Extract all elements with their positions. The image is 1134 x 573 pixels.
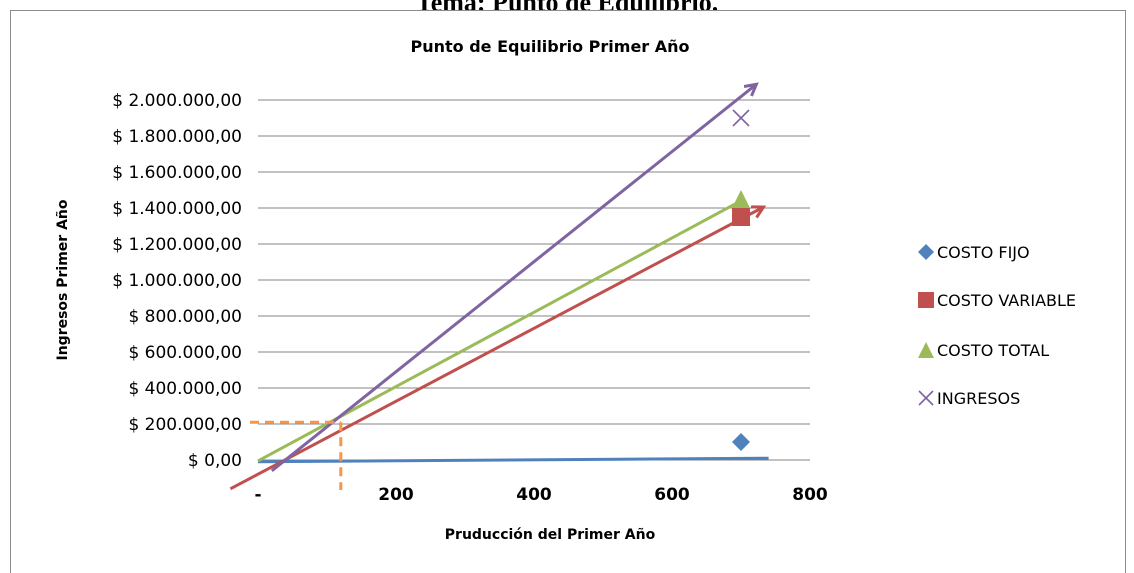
- y-tick-label: $ 600.000,00: [128, 343, 242, 363]
- y-tick-label: $ 800.000,00: [128, 307, 242, 327]
- x-marker-stroke: [732, 109, 750, 127]
- legend-marker: [918, 390, 934, 406]
- x-tick-label: 800: [792, 485, 828, 505]
- data-markers: [732, 109, 750, 451]
- legend-entry-label: COSTO VARIABLE: [937, 291, 1076, 310]
- y-axis-label: Ingresos Primer Año: [55, 199, 71, 360]
- x-tick-label: 600: [654, 485, 690, 505]
- x-axis-label: Pruducción del Primer Año: [445, 527, 656, 543]
- y-tick-label: $ 1.400.000,00: [112, 199, 242, 219]
- legend-marker: [918, 342, 934, 358]
- legend-marker: [918, 244, 934, 260]
- data-point: [732, 190, 750, 208]
- x-tick-label: 400: [516, 485, 552, 505]
- x-marker-stroke: [918, 390, 934, 406]
- y-tick-label: $ 1.600.000,00: [112, 163, 242, 183]
- legend-entry-label: COSTO FIJO: [937, 243, 1030, 262]
- annotation-lines: [229, 86, 769, 491]
- x-tick-label: 200: [378, 485, 414, 505]
- x-axis-ticks: - 200 400 600 800: [254, 485, 827, 505]
- y-axis-ticks: $ 0,00 $ 200.000,00 $ 400.000,00 $ 600.000,…: [112, 91, 242, 471]
- data-point: [732, 109, 750, 127]
- y-tick-label: $ 1.000.000,00: [112, 271, 242, 291]
- y-tick-label: $ 2.000.000,00: [112, 91, 242, 111]
- costo-variable-line: [229, 208, 761, 491]
- legend-entry-label: INGRESOS: [937, 389, 1020, 408]
- chart-container: [10, 10, 1126, 573]
- legend-entry-label: COSTO TOTAL: [937, 341, 1049, 360]
- costo-fijo-line: [257, 456, 769, 464]
- chart-title: Punto de Equilibrio Primer Año: [410, 37, 689, 56]
- y-tick-label: $ 0,00: [188, 451, 242, 471]
- y-tick-label: $ 400.000,00: [128, 379, 242, 399]
- x-tick-label: -: [254, 485, 261, 505]
- gridlines: [258, 99, 810, 461]
- y-tick-label: $ 1.200.000,00: [112, 235, 242, 255]
- y-tick-label: $ 1.800.000,00: [112, 127, 242, 147]
- legend: COSTO FIJO COSTO VARIABLE COSTO TOTAL INGRE…: [918, 243, 1076, 408]
- ingresos-line: [270, 86, 755, 472]
- y-tick-label: $ 200.000,00: [128, 415, 242, 435]
- data-point: [732, 433, 750, 451]
- legend-marker: [918, 292, 934, 308]
- data-point: [732, 208, 750, 226]
- break-even-guides: [250, 420, 343, 490]
